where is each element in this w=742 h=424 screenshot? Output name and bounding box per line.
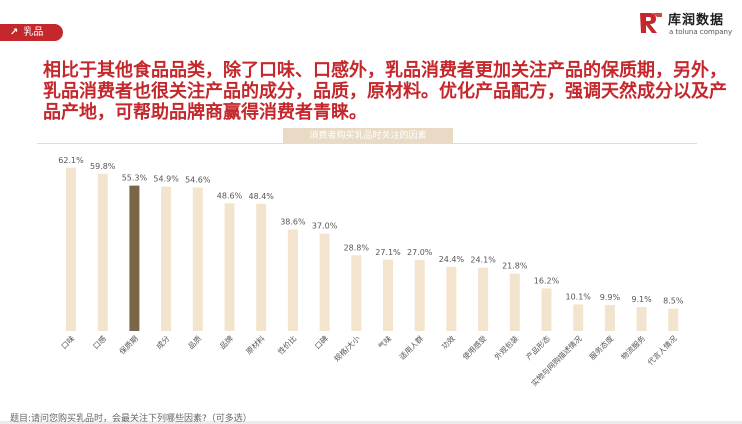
bar-5 — [192, 187, 203, 331]
bar-6 — [224, 203, 235, 331]
headline: 相比于其他食品品类，除了口味、口感外，乳品消费者更加关注产品的保质期，另外，乳品… — [43, 60, 727, 123]
bar-8 — [287, 229, 298, 331]
value-label-18: 9.9% — [600, 293, 621, 302]
bar-18 — [604, 304, 615, 331]
value-label-15: 21.8% — [502, 262, 528, 271]
category-label-5: 品质 — [186, 333, 204, 351]
category-label-3: 保质期 — [117, 333, 140, 356]
category-label-9: 口碑 — [312, 333, 330, 351]
category-label-10: 规格/大小 — [332, 333, 362, 363]
value-label-17: 10.1% — [565, 292, 591, 301]
category-label-14: 使用感受 — [460, 333, 489, 362]
category-label-1: 口味 — [59, 333, 77, 351]
bar-2 — [97, 173, 108, 331]
category-label-2: 口感 — [90, 333, 108, 351]
category-label-8: 性价比 — [275, 333, 298, 356]
category-label-18: 服务态度 — [587, 333, 616, 362]
bar-20 — [668, 308, 679, 331]
value-label-6: 48.6% — [217, 191, 243, 200]
bar-10 — [351, 255, 362, 331]
value-label-2: 59.8% — [90, 162, 116, 171]
value-label-7: 48.4% — [248, 192, 274, 201]
category-label-4: 成分 — [154, 333, 172, 351]
logo-subtext: a toluna company — [669, 28, 733, 36]
category-label-19: 物流服务 — [619, 333, 648, 362]
chart-title-rule — [37, 143, 697, 144]
value-label-8: 38.6% — [280, 218, 306, 227]
value-label-12: 27.0% — [407, 248, 433, 257]
bar-12 — [414, 260, 425, 331]
category-label-16: 产品形态 — [524, 333, 553, 362]
value-label-9: 37.0% — [312, 222, 338, 231]
arrow-up-right-icon: ↗ — [10, 27, 19, 38]
bar-9 — [319, 233, 330, 331]
value-label-16: 16.2% — [534, 276, 560, 285]
value-label-13: 24.4% — [439, 255, 465, 264]
category-label-6: 品牌 — [217, 333, 235, 351]
bar-1 — [66, 167, 76, 331]
bar-14 — [478, 267, 489, 331]
footnote: 题目:请问您购买乳品时，会最关注下列哪些因素?（可多选） — [10, 414, 252, 424]
value-label-11: 27.1% — [375, 248, 401, 257]
value-label-20: 8.5% — [663, 297, 684, 306]
value-label-19: 9.1% — [631, 295, 652, 304]
bar-13 — [446, 266, 457, 331]
value-label-5: 54.6% — [185, 175, 211, 184]
value-label-14: 24.1% — [470, 256, 496, 265]
category-label-20: 代言人情况 — [645, 333, 679, 367]
brand-logo: 库润数据 a toluna company — [638, 9, 740, 39]
bar-15 — [509, 273, 520, 331]
category-label-11: 气味 — [376, 333, 394, 351]
category-label-13: 功效 — [439, 333, 457, 351]
bar-4 — [161, 186, 172, 331]
category-label-12: 适用人群 — [397, 333, 426, 362]
category-tag-label: 乳品 — [23, 27, 44, 38]
value-label-3: 55.3% — [122, 174, 148, 183]
bar-3 — [129, 185, 140, 331]
bar-11 — [383, 259, 393, 331]
logo-text: 库润数据 — [668, 13, 725, 28]
value-label-1: 62.1% — [58, 156, 84, 165]
category-label-7: 原材料 — [244, 333, 267, 356]
category-label-15: 外观包装 — [492, 333, 521, 362]
value-label-10: 28.8% — [344, 243, 370, 252]
bar-19 — [636, 307, 647, 331]
bar-17 — [573, 304, 584, 331]
bar-7 — [256, 203, 267, 331]
value-label-4: 54.9% — [153, 175, 179, 184]
logo-mark-icon — [640, 13, 662, 33]
category-tag: ↗ 乳品 — [0, 24, 63, 41]
chart-title: 消费者购买乳品时关注的因素 — [283, 128, 453, 144]
bar-16 — [541, 288, 552, 331]
